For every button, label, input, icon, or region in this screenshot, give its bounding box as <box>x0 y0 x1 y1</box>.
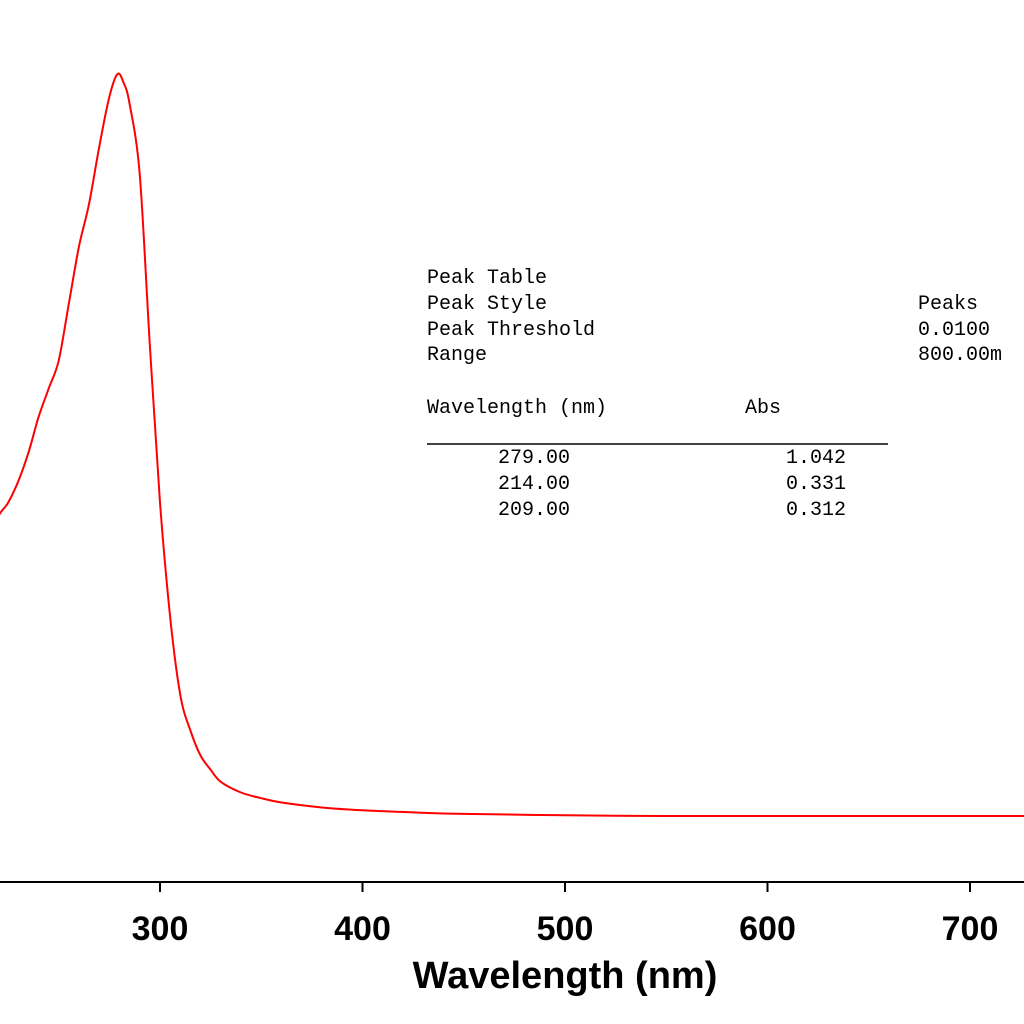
peak-row-wavelength: 279.00 <box>498 447 570 470</box>
x-ticks <box>159 882 971 892</box>
spectrum-line <box>0 72 1024 818</box>
x-tick-labels: 300 400 500 600 700 <box>132 910 999 948</box>
peak-row-wavelength: 214.00 <box>498 473 570 496</box>
x-axis-title: Wavelength (nm) <box>413 955 718 997</box>
peak-row-abs: 0.331 <box>786 473 846 496</box>
peak-style-label: Peak Style <box>427 293 547 316</box>
range-value: 800.00m <box>918 344 1002 367</box>
x-tick-label: 600 <box>739 910 796 948</box>
peak-table-title: Peak Table <box>427 267 547 290</box>
peak-row-abs: 0.312 <box>786 499 846 522</box>
peak-style-value: Peaks <box>918 293 978 316</box>
x-tick-label: 400 <box>334 910 391 948</box>
peak-threshold-label: Peak Threshold <box>427 319 595 342</box>
peak-threshold-value: 0.0100 <box>918 319 990 342</box>
col-header-abs: Abs <box>745 397 781 420</box>
peak-table: Peak Table Peak Style Peaks Peak Thresho… <box>427 267 1002 522</box>
x-tick-label: 700 <box>942 910 999 948</box>
x-tick-label: 500 <box>537 910 594 948</box>
peak-row-wavelength: 209.00 <box>498 499 570 522</box>
range-label: Range <box>427 344 487 367</box>
x-tick-label: 300 <box>132 910 189 948</box>
peak-row-abs: 1.042 <box>786 447 846 470</box>
col-header-wavelength: Wavelength (nm) <box>427 397 607 420</box>
